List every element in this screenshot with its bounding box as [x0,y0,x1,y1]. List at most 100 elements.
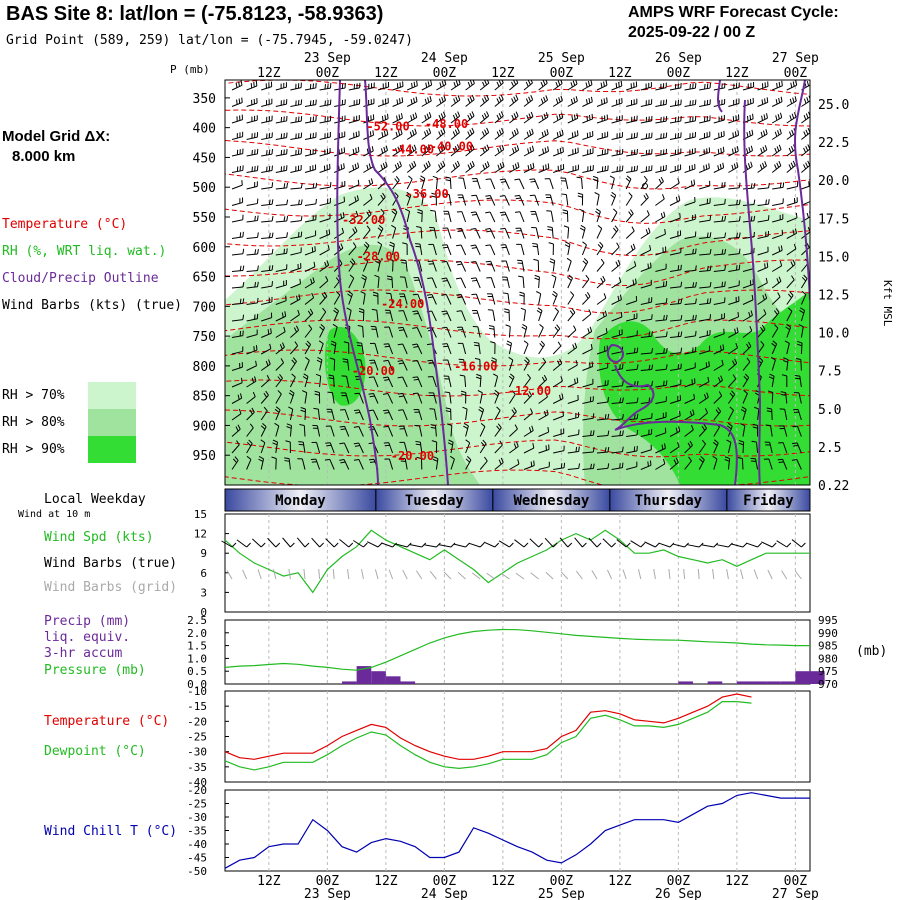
wind-barb-flag [573,325,577,331]
pressure-tick-label: 970 [818,678,838,691]
wind-barb-flag [357,179,360,185]
xs-ytick-label: 550 [193,211,216,226]
wind-barb [348,293,353,305]
wind-barb [260,410,268,421]
wind-barb-flag [578,446,580,452]
wind-barb-flag [268,265,271,271]
wind-barb-true [658,542,671,548]
wind-barb-flag [563,462,566,468]
wind-barb [290,267,302,272]
wind-barb [581,244,587,256]
wind-barb-flag [409,131,413,137]
wind-barb-flag [338,165,340,171]
panel-ytick-label: 12 [194,528,207,541]
wind-barb-flag [554,326,559,332]
wind-barb-flag [251,377,255,383]
wind-barb-flag [703,393,707,400]
wind-barb [275,120,287,124]
wind-barb [479,82,490,91]
wind-barb [358,426,364,437]
wind-barb-flag [778,144,782,150]
wind-barb-flag [286,182,289,188]
legend-precip-3: 3-hr accum [44,646,123,661]
panel-ytick-label: 0.0 [187,678,207,691]
wind-barb [626,368,638,371]
wind-barb [346,376,350,388]
wind-barb-flag [448,439,454,443]
wind-barb [669,286,681,289]
wind-barb [771,343,778,355]
precip-bar [736,681,752,684]
wind-barb-flag [649,460,652,466]
wind-barb [358,409,364,421]
wind-barb [231,236,243,239]
weekday-label: Wednesday [513,493,589,509]
panel-ytick-label: -10 [187,685,207,698]
wind-barb-flag [309,308,314,314]
wind-barb [363,198,373,206]
wind-barb-flag [430,80,433,86]
wind-barb [390,293,394,305]
wind-barb-flag [456,160,460,166]
wind-barb [596,451,609,454]
wind-barb-flag [500,227,506,230]
wind-barb-flag [288,392,294,397]
wind-barb-flag [543,113,547,119]
wind-barb-flag [760,340,765,346]
wind-barb-flag [516,441,519,447]
wind-barb-flag [518,275,524,278]
wind-barb [304,87,316,91]
wind-barb [784,409,788,421]
wind-barb [626,466,637,470]
wind-barb-flag [322,307,327,313]
wind-barb-true [221,540,233,548]
wind-barb-flag [736,327,739,333]
wind-barb [304,281,315,289]
wind-barb [611,229,619,239]
wind-barb-flag [412,376,418,379]
wind-barb-flag [424,98,428,104]
wind-barb-flag [665,314,668,320]
wind-barb-flag [530,461,533,467]
wind-barb-flag [578,463,581,469]
wind-barb-flag [394,178,399,183]
wind-barb-flag [732,360,736,366]
temperature-contour-label: -32.00 [342,213,385,227]
wind-barb-flag [462,406,468,410]
cross-section-frame [224,79,811,486]
wind-barb-flag [789,115,792,121]
wind-barb-flag [709,265,712,271]
wind-barb [231,219,243,223]
wind-barb [319,311,327,322]
wind-barb-flag [430,209,436,212]
wind-barb [493,326,496,338]
xs-ytick-label: 650 [193,271,216,286]
wind-barb-flag [442,244,448,246]
wind-barb-flag [250,82,253,89]
wind-barb [713,285,725,289]
wind-barb [655,400,667,404]
wind-barb-grid [515,572,525,580]
wind-barb [742,361,751,371]
wind-barb [533,178,540,190]
wind-barb-flag [793,444,799,447]
wind-barb [509,446,519,454]
wind-barb [246,459,252,470]
wind-barb [334,185,345,190]
wind-barb-flag [585,99,588,105]
wind-barb-grid [486,572,496,580]
wind-barb-flag [268,359,271,365]
wind-barb-flag [325,276,329,281]
wind-barb-grid [545,571,554,580]
wind-barb [727,458,731,470]
wind-barb-flag [707,376,710,382]
wind-barb-flag [703,423,708,429]
wind-barb [698,412,708,421]
wind-barb-flag [587,328,590,334]
temperature-contour-label: -16.00 [454,360,497,374]
panel-ytick-label: -45 [187,852,207,865]
wind-barb [640,214,650,223]
wind-barb-flag [663,315,665,321]
wind-barb [403,310,408,322]
